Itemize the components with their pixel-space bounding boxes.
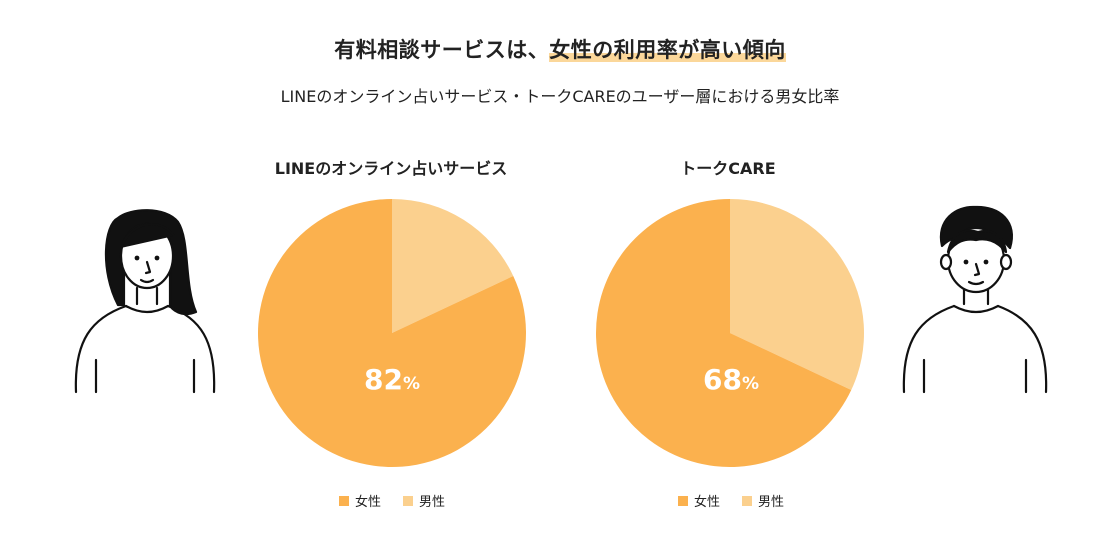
legend-swatch-female: [339, 495, 349, 506]
pie-slice-male: [392, 199, 514, 333]
man-illustration-icon: [902, 205, 1048, 394]
pie-unit: %: [402, 374, 420, 394]
title-highlight: 女性の利用率が高い傾向: [549, 38, 786, 62]
legend-label-female: 女性: [355, 495, 382, 510]
chart-title-line-fortune: LINEのオンライン占いサービス: [274, 159, 508, 178]
legend-talk-care: 女性 男性: [678, 491, 784, 510]
pie-unit: %: [741, 374, 759, 394]
legend-label-male: 男性: [419, 495, 446, 510]
legend-item-female: 女性: [339, 491, 381, 510]
legend-swatch-male: [742, 495, 753, 506]
legend-swatch-female: [678, 495, 688, 506]
legend-swatch-male: [403, 495, 414, 506]
chart-title-talk-care: トークCARE: [680, 159, 776, 178]
legend-label-male: 男性: [758, 495, 785, 510]
legend-item-female: 女性: [678, 491, 720, 510]
pie-value: 82: [363, 363, 403, 396]
pie-slice-male: [730, 199, 864, 391]
woman-illustration-icon: [74, 209, 216, 394]
header: 有料相談サービスは、女性の利用率が高い傾向: [0, 34, 1120, 64]
pie-chart-talk-care: [595, 199, 864, 467]
legend-item-male: 男性: [742, 491, 784, 510]
page-subtitle: LINEのオンライン占いサービス・トークCAREのユーザー層における男女比率: [280, 87, 840, 106]
pie-chart-line-fortune: [258, 199, 526, 467]
legend-item-male: 男性: [403, 491, 445, 510]
pie-slice-female: [595, 199, 852, 467]
legend-line-fortune: 女性 男性: [339, 491, 445, 510]
pie-value-label-line-fortune: 82%: [312, 363, 472, 396]
legend-label-female: 女性: [694, 495, 721, 510]
pie-value: 68: [702, 363, 742, 396]
page-title: 有料相談サービスは、女性の利用率が高い傾向: [332, 34, 788, 64]
title-lead: 有料相談サービスは、: [334, 38, 550, 62]
pie-value-label-talk-care: 68%: [651, 363, 811, 396]
pie-slice-female: [258, 199, 526, 467]
